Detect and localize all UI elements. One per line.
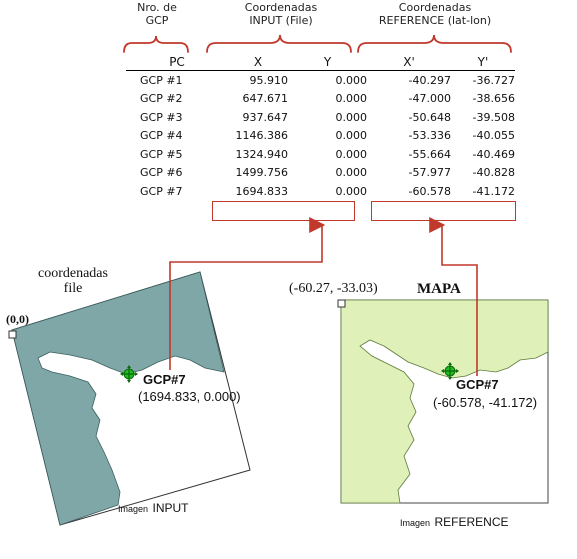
highlight-input-coords [212,201,355,221]
table-header-row: PC X Y X' Y' [126,53,515,71]
cell-y: 0.000 [335,129,368,143]
cell-y-ref: -39.508 [472,110,515,124]
reference-caption-big: REFERENCE [434,515,509,529]
cell-x: 1694.833 [235,184,289,198]
cell-y: 0.000 [335,92,368,106]
reference-caption: Imagen REFERENCE [400,513,509,531]
cell-x: 937.647 [242,110,289,124]
cell-y: 0.000 [335,73,368,87]
table-row: GCP #5 1324.940 0.000 -55.664 -40.469 [126,145,515,164]
cell-pc: GCP #6 [140,166,183,180]
input-gcp-coords: (1694.833, 0.000) [138,389,241,404]
cell-x-ref: -60.578 [408,184,451,198]
cell-y-ref: -36.727 [472,73,515,87]
cell-x: 95.910 [249,73,289,87]
header-gcp-number: Nro. de GCP [137,1,177,27]
reference-title: MAPA [417,281,461,297]
cell-y-ref: -40.055 [472,129,515,143]
header-braces [123,34,512,53]
cell-x: 1146.386 [235,129,289,143]
reference-gcp-label: GCP#7 [456,377,499,392]
table-row: GCP #4 1146.386 0.000 -53.336 -40.055 [126,127,515,146]
table-row: GCP #1 95.910 0.000 -40.297 -36.727 [126,71,515,90]
reference-corner-coords: (-60.27, -33.03) [289,281,378,296]
cell-y: 0.000 [335,166,368,180]
table-row: GCP #6 1499.756 0.000 -57.977 -40.828 [126,164,515,183]
cell-y: 0.000 [335,147,368,161]
reference-image [337,299,549,504]
cell-pc: GCP #7 [140,184,183,198]
table-row: GCP #2 647.671 0.000 -47.000 -38.656 [126,90,515,109]
cell-x-ref: -53.336 [408,129,451,143]
reference-gcp-coords: (-60.578, -41.172) [433,395,538,410]
cell-pc: GCP #3 [140,110,183,124]
input-image [8,271,251,526]
cell-x: 1499.756 [235,166,289,180]
reference-caption-small: Imagen [400,518,431,528]
move-icon [120,365,138,383]
input-origin-label: (0,0) [6,312,29,326]
reference-origin-marker [337,299,346,308]
connector-input [169,217,326,370]
input-caption-big: INPUT [152,501,189,515]
cell-y-ref: -40.469 [472,147,515,161]
reference-land [340,299,549,504]
cell-x-ref: -57.977 [408,166,451,180]
table-row-highlighted: GCP #7 1694.833 0.000 -60.578 -41.172 [126,182,515,201]
header-input-coords: Coordenadas INPUT (File) [244,1,318,27]
col-x: X [228,53,288,71]
cell-x: 647.671 [242,92,289,106]
input-caption: Imagen INPUT [118,499,188,517]
col-x-ref: X' [367,53,451,71]
input-gcp-label: GCP#7 [143,372,186,387]
cell-x-ref: -55.664 [408,147,451,161]
header-reference-coords: Coordenadas REFERENCE (lat-lon) [378,1,492,27]
connector-reference [429,217,478,376]
input-caption-small: Imagen [118,504,149,514]
cell-x-ref: -47.000 [408,92,451,106]
cell-pc: GCP #1 [140,73,183,87]
cell-y: 0.000 [335,184,368,198]
brace-gcp [123,35,189,53]
input-land [11,271,225,526]
cell-pc: GCP #5 [140,147,183,161]
brace-reference [357,34,512,53]
cell-pc: GCP #4 [140,129,183,143]
cell-x: 1324.940 [235,147,289,161]
input-origin-marker [8,330,17,339]
cell-y-ref: -41.172 [472,184,515,198]
cell-x-ref: -50.648 [408,110,451,124]
col-y-ref: Y' [451,53,515,71]
move-icon [441,362,459,380]
cell-y-ref: -40.828 [472,166,515,180]
cell-y: 0.000 [335,110,368,124]
cell-x-ref: -40.297 [408,73,451,87]
col-y: Y [288,53,367,71]
brace-input [206,34,352,53]
gcp-table: PC X Y X' Y' GCP #1 95.910 0.000 -40.297… [126,53,515,201]
col-pc: PC [126,53,228,71]
cell-pc: GCP #2 [140,92,183,106]
input-title: coordenadas file [38,266,108,296]
table-row: GCP #3 937.647 0.000 -50.648 -39.508 [126,108,515,127]
cell-y-ref: -38.656 [472,92,515,106]
